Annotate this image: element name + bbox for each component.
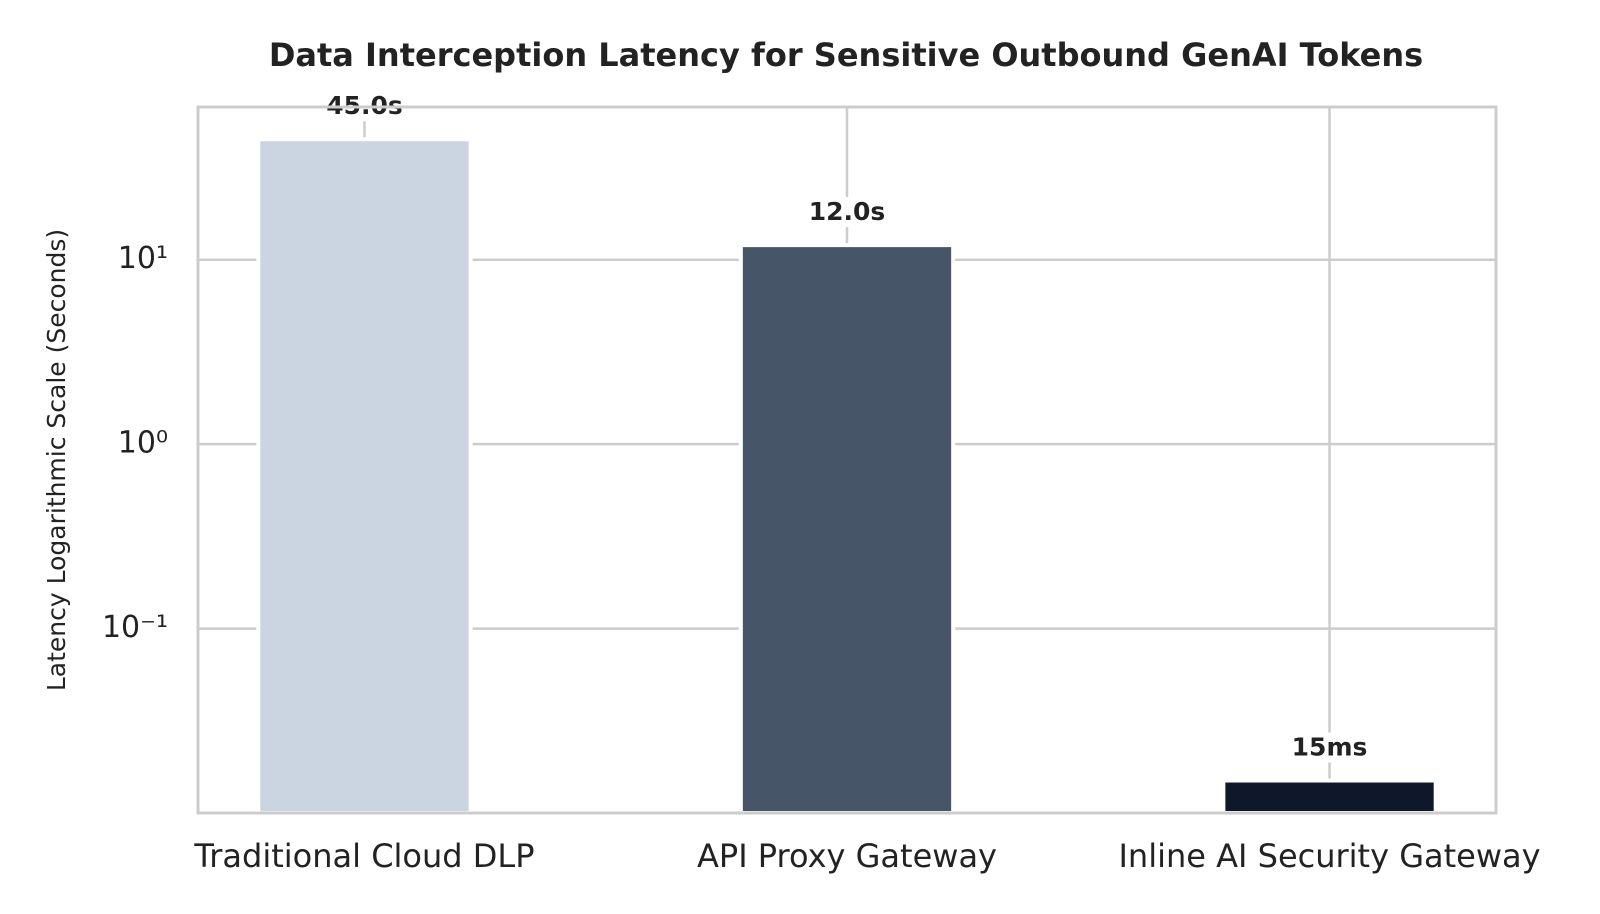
bar bbox=[738, 243, 956, 816]
value-label: 15ms bbox=[1292, 733, 1368, 762]
plot-frame bbox=[196, 105, 1498, 815]
bar bbox=[256, 137, 473, 816]
y-tick-label: 10¹ bbox=[118, 241, 168, 276]
y-tick-label: 10⁻¹ bbox=[102, 610, 168, 645]
x-tick-label: Inline AI Security Gateway bbox=[1118, 837, 1540, 875]
label-bg bbox=[1284, 732, 1375, 763]
bar bbox=[1221, 778, 1438, 815]
label-bg bbox=[802, 197, 892, 228]
y-axis-label: Latency Logarithmic Scale (Seconds) bbox=[42, 229, 71, 691]
chart-title: Data Interception Latency for Sensitive … bbox=[269, 36, 1423, 74]
y-tick-label: 10⁰ bbox=[118, 426, 168, 461]
value-label: 12.0s bbox=[809, 197, 886, 226]
x-tick-label: API Proxy Gateway bbox=[697, 837, 997, 875]
x-tick-label: Traditional Cloud DLP bbox=[193, 837, 534, 875]
